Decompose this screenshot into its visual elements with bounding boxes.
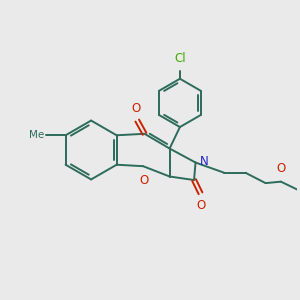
Text: N: N [200,155,209,168]
Text: Cl: Cl [174,52,186,65]
Text: O: O [140,174,149,188]
Text: Me: Me [29,130,44,140]
Text: O: O [196,199,206,212]
Text: O: O [131,102,140,115]
Text: O: O [277,162,286,175]
